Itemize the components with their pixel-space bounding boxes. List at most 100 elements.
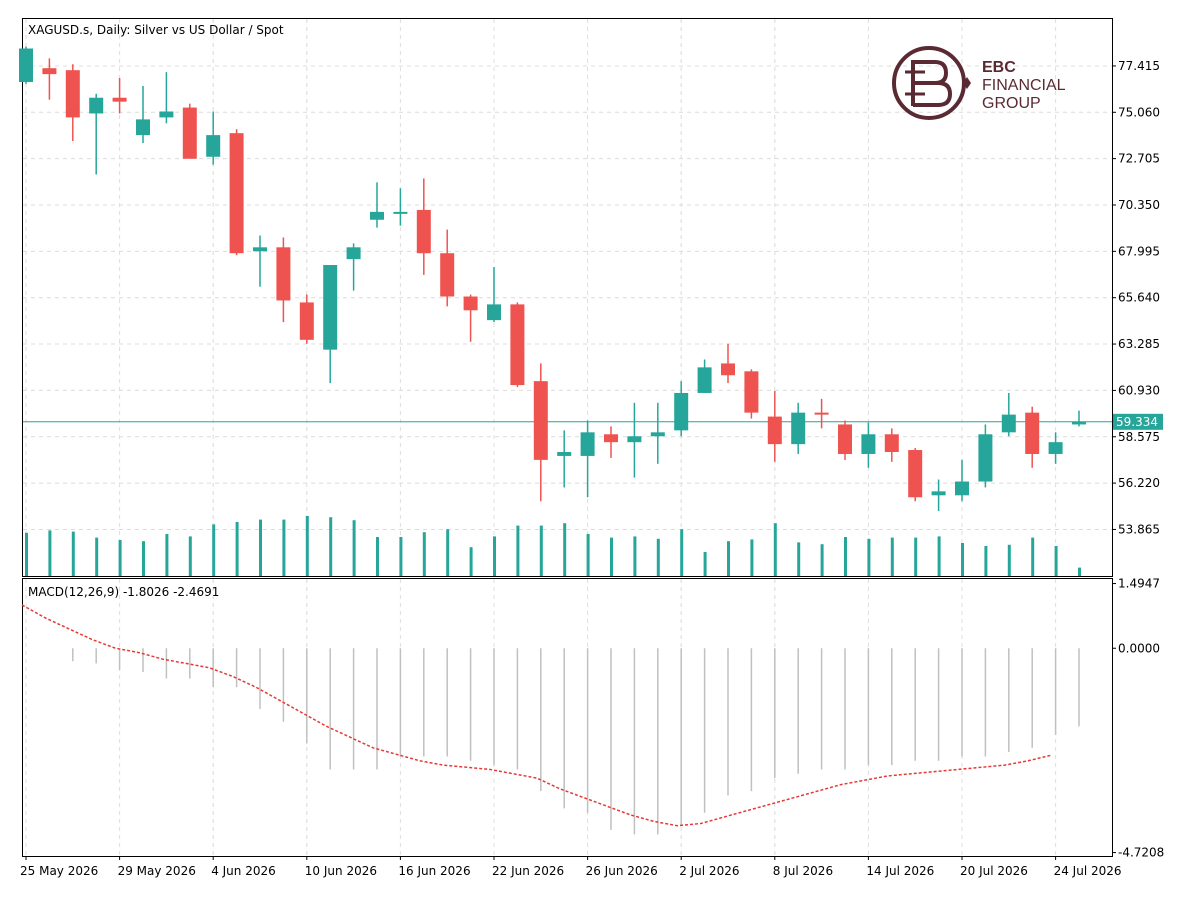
candle-body	[1072, 421, 1086, 425]
candle-body	[42, 68, 57, 75]
logo-line-1: EBC	[982, 59, 1016, 76]
macd-label: MACD(12,26,9) -1.8026 -2.4691	[28, 585, 219, 599]
volume-bar	[165, 534, 169, 576]
candle-body	[627, 436, 642, 443]
volume-bar	[820, 544, 824, 576]
volume-bar	[961, 543, 964, 576]
candle-body	[557, 452, 572, 456]
candle-body	[814, 412, 829, 415]
candle-body	[861, 434, 876, 454]
candle-body	[65, 70, 80, 118]
candle-body	[674, 392, 689, 431]
date-tick-label: 26 Jun 2026	[586, 864, 658, 878]
price-tick-label: 75.060	[1118, 105, 1160, 119]
date-tick-label: 8 Jul 2026	[773, 864, 833, 878]
volume-bar	[282, 519, 286, 576]
candle-body	[1025, 412, 1040, 454]
volume-bar	[1054, 546, 1058, 576]
volume-bar	[610, 537, 613, 576]
candle-body	[580, 432, 595, 456]
price-tick-label: 56.220	[1118, 476, 1160, 490]
volume-bar	[586, 534, 590, 576]
volume-bars	[25, 516, 1081, 576]
volume-bar	[727, 541, 730, 576]
price-tick-label: 72.705	[1118, 152, 1160, 166]
macd-pane-frame	[22, 578, 1113, 857]
volume-bar	[680, 529, 684, 576]
candle-body	[276, 247, 291, 301]
volume-bar	[914, 537, 918, 576]
candle-body	[440, 253, 455, 297]
volume-bar	[773, 523, 777, 576]
volume-bar	[1078, 567, 1081, 576]
volume-bar	[259, 519, 262, 576]
volume-bar	[305, 516, 309, 576]
date-tick-label: 25 May 2026	[20, 864, 98, 878]
last-price-label: 59.334	[1116, 415, 1158, 429]
candle-body	[767, 416, 782, 445]
volume-bar	[867, 538, 871, 576]
candle-body	[697, 367, 712, 393]
volume-bar	[703, 552, 707, 576]
volume-bar	[563, 523, 567, 576]
candle-body	[604, 434, 618, 443]
macd-signal-line	[21, 604, 1052, 827]
candle-body	[159, 111, 174, 118]
candle-body	[838, 424, 852, 454]
date-tick-label: 4 Jun 2026	[211, 864, 276, 878]
date-tick-label: 14 Jul 2026	[866, 864, 934, 878]
sparkle-icon	[963, 77, 971, 89]
date-tick-label: 16 Jun 2026	[398, 864, 470, 878]
price-tick-label: 63.285	[1118, 337, 1160, 351]
candle-body	[323, 265, 338, 350]
volume-bar	[188, 536, 192, 576]
candle-body	[744, 371, 759, 413]
candle-body	[978, 434, 993, 482]
candle-body	[487, 304, 501, 321]
volume-bar	[844, 537, 847, 576]
volume-bar	[1007, 544, 1011, 576]
date-tick-label: 20 Jul 2026	[960, 864, 1028, 878]
volume-bar	[399, 537, 403, 576]
candle-body	[229, 133, 244, 254]
price-tick-label: 53.865	[1118, 522, 1160, 536]
volume-bar	[212, 524, 216, 576]
volume-bar	[446, 529, 450, 576]
volume-bar	[376, 537, 379, 576]
price-tick-label: 65.640	[1118, 291, 1160, 305]
macd-tick-label: 0.0000	[1118, 641, 1160, 655]
ebc-logo: EBC FINANCIAL GROUP	[892, 46, 1066, 120]
price-line: 59.334	[23, 413, 1163, 430]
price-tick-label: 70.350	[1118, 198, 1160, 212]
volume-bar	[235, 522, 239, 576]
volume-bar	[142, 541, 145, 576]
last-price-tag	[1113, 413, 1163, 430]
candle-body	[370, 211, 384, 220]
volume-bar	[422, 532, 426, 576]
macd-signal-polyline	[21, 604, 1052, 827]
candle-body	[182, 107, 197, 159]
axis-labels: 77.415 75.060 72.705 70.350 67.995 65.640 63.2…	[20, 59, 1164, 878]
volume-bar	[984, 546, 988, 576]
candle-body	[533, 381, 548, 460]
volume-bar	[1031, 537, 1035, 576]
candle-body	[721, 363, 735, 376]
volume-bar	[539, 525, 543, 576]
volume-bar	[937, 536, 941, 576]
candle-body	[19, 48, 33, 82]
candle-body	[884, 434, 899, 453]
candle-body	[908, 450, 923, 498]
logo-line-2: FINANCIAL	[982, 77, 1066, 94]
date-tick-label: 10 Jun 2026	[305, 864, 377, 878]
macd-tick-label: -4.7208	[1118, 846, 1164, 860]
candle-body	[416, 209, 431, 254]
candle-body	[1048, 442, 1063, 454]
chart-title: XAGUSD.s, Daily: Silver vs US Dollar / S…	[28, 23, 284, 37]
volume-bar	[469, 547, 473, 576]
volume-bar	[750, 539, 754, 576]
candle-body	[650, 432, 665, 437]
candle-body	[206, 135, 221, 157]
volume-bar	[71, 531, 75, 576]
volume-bar	[352, 520, 356, 576]
